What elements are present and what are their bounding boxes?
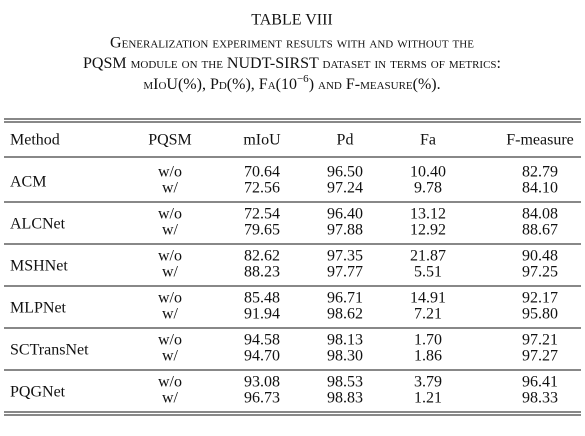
table-cell: w/ [162, 264, 179, 281]
method-cell: PQGNet [10, 384, 66, 401]
table-cell: 98.30 [327, 348, 363, 365]
table-cell: w/ [162, 348, 179, 365]
table-cell: w/o [158, 164, 182, 181]
table-cell: 94.70 [244, 348, 280, 365]
table-cell: 21.87 [410, 248, 446, 265]
table-cell: 94.58 [244, 332, 280, 349]
table-cell: 72.56 [244, 180, 280, 197]
table-cell: 98.13 [327, 332, 363, 349]
table-label: TABLE VIII [251, 12, 333, 29]
table-cell: 97.77 [327, 264, 363, 281]
table-cell: 1.21 [414, 390, 442, 407]
table-cell: 96.41 [522, 374, 558, 391]
header-cell: F-measure [506, 132, 574, 149]
caption-text: ) and F-measure(%). [309, 76, 441, 93]
table-cell: 9.78 [414, 180, 442, 197]
table-cell: 10.40 [410, 164, 446, 181]
table-cell: w/o [158, 332, 182, 349]
table-cell: 96.50 [327, 164, 363, 181]
header-cell: Method [10, 132, 60, 149]
table-cell: 97.88 [327, 222, 363, 239]
table-cell: 96.71 [327, 290, 363, 307]
table-cell: 85.48 [244, 290, 280, 307]
table-cell: 98.83 [327, 390, 363, 407]
caption-line: mIoU(%), Pd(%), Fa(10−6) and F-measure(%… [143, 73, 440, 93]
table-cell: w/o [158, 206, 182, 223]
table-cell: 82.62 [244, 248, 280, 265]
table-cell: 70.64 [244, 164, 280, 181]
table-cell: 97.27 [522, 348, 558, 365]
table-cell: 88.23 [244, 264, 280, 281]
table-cell: 84.10 [522, 180, 558, 197]
header-cell: mIoU [243, 132, 281, 149]
caption-line: PQSM module on the NUDT-SIRST dataset in… [83, 55, 501, 72]
table-cell: 96.40 [327, 206, 363, 223]
table-cell: 91.94 [244, 306, 280, 323]
method-cell: MLPNet [10, 300, 67, 317]
table-cell: 92.17 [522, 290, 558, 307]
caption-text: dataset in terms of metrics: [323, 55, 501, 72]
caption-superscript: −6 [297, 73, 309, 85]
table-cell: 14.91 [410, 290, 446, 307]
table-cell: 96.73 [244, 390, 280, 407]
table-cell: 93.08 [244, 374, 280, 391]
table-cell: 97.25 [522, 264, 558, 281]
table-cell: 88.67 [522, 222, 558, 239]
table-cell: 5.51 [414, 264, 442, 281]
table-cell: 84.08 [522, 206, 558, 223]
table-cell: 3.79 [414, 374, 442, 391]
table-cell: 1.70 [414, 332, 442, 349]
caption-text: module on the [131, 55, 224, 72]
header-cell: PQSM [148, 132, 192, 149]
table-cell: 1.86 [414, 348, 442, 365]
table-cell: 90.48 [522, 248, 558, 265]
table-cell: w/ [162, 222, 179, 239]
table-cell: 98.33 [522, 390, 558, 407]
table-cell: 97.24 [327, 180, 363, 197]
table-cell: 7.21 [414, 306, 442, 323]
table-cell: 72.54 [244, 206, 280, 223]
table-cell: 98.62 [327, 306, 363, 323]
table-cell: 97.21 [522, 332, 558, 349]
table-cell: w/o [158, 290, 182, 307]
table-cell: w/o [158, 248, 182, 265]
method-cell: MSHNet [10, 258, 68, 275]
table-cell: 98.53 [327, 374, 363, 391]
caption-text: PQSM [83, 55, 127, 72]
header-cell: Fa [420, 132, 436, 149]
table-cell: w/ [162, 180, 179, 197]
table-cell: w/ [162, 390, 179, 407]
table-cell: 82.79 [522, 164, 558, 181]
table-cell: 95.80 [522, 306, 558, 323]
table-cell: 79.65 [244, 222, 280, 239]
table-cell: 97.35 [327, 248, 363, 265]
caption-text: mIoU(%), Pd(%), Fa(10 [143, 76, 297, 93]
method-cell: ACM [10, 174, 46, 191]
table-cell: w/o [158, 374, 182, 391]
method-cell: SCTransNet [10, 342, 89, 359]
method-cell: ALCNet [10, 216, 66, 233]
header-cell: Pd [337, 132, 354, 149]
table-cell: w/ [162, 306, 179, 323]
caption-text: NUDT-SIRST [227, 55, 319, 72]
table-cell: 13.12 [410, 206, 446, 223]
table-cell: 12.92 [410, 222, 446, 239]
caption-line: Generalization experiment results with a… [110, 35, 474, 52]
